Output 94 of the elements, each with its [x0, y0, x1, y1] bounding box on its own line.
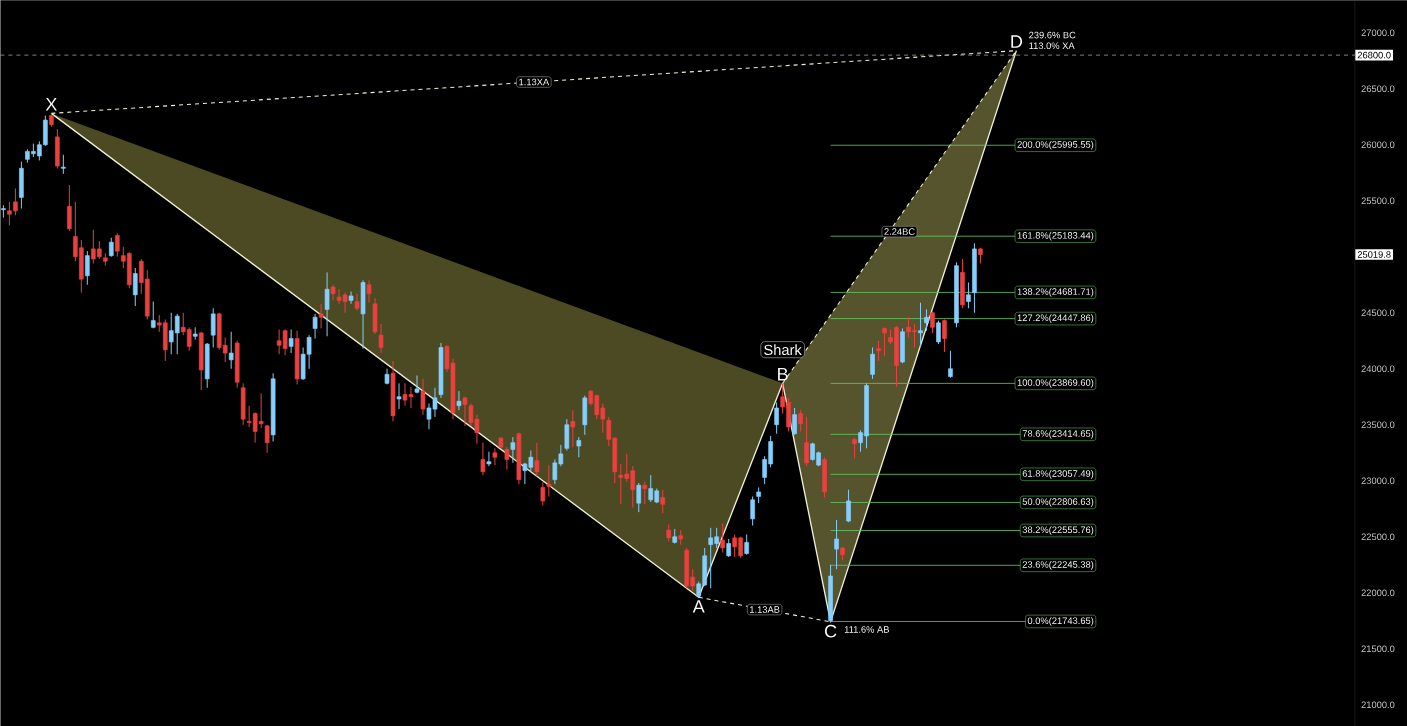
candlestick: [492, 447, 498, 466]
candlestick: [918, 302, 923, 347]
ref-line-label: 200.0%(25995.55): [1017, 140, 1094, 150]
candlestick: [67, 184, 72, 232]
annotation: 2.24BC: [884, 228, 915, 235]
candlestick: [540, 481, 546, 506]
candlestick: [804, 416, 809, 467]
candlestick: [486, 450, 492, 467]
ref-line-label: 161.8%(25183.44): [1017, 231, 1094, 241]
annotation: A: [692, 600, 705, 613]
ref-line-label: 138.2%(24681.71): [1017, 287, 1094, 297]
y-tick-label: 26500.0: [1361, 85, 1395, 92]
candlestick: [564, 418, 570, 451]
ref-line-label: 38.2%(22555.76): [1022, 526, 1094, 535]
candlestick: [846, 489, 851, 523]
y-tick-label: 24000.0: [1361, 365, 1395, 372]
candlestick: [348, 290, 354, 305]
candlestick: [420, 378, 426, 416]
candlestick: [966, 281, 971, 309]
candlestick: [924, 308, 929, 332]
annotation: 113.0% XA: [1029, 42, 1075, 49]
candlestick: [378, 323, 384, 354]
candlestick: [660, 489, 666, 514]
candlestick: [750, 495, 755, 526]
annotation: 1.13XA: [519, 78, 550, 86]
candlestick: [546, 464, 552, 497]
annotation: 1.13AB: [750, 606, 780, 613]
ref-line-label: 50.0%(22806.63): [1022, 497, 1094, 507]
candlestick: [876, 340, 881, 362]
ref-line-label: 78.6%(23414.65): [1022, 429, 1094, 439]
candlestick: [366, 279, 372, 304]
candlestick: [480, 442, 486, 476]
candlestick: [720, 522, 725, 553]
ref-line-label: 26800.0: [1357, 51, 1391, 59]
candlestick: [150, 300, 156, 329]
y-tick-label: 26000.0: [1361, 141, 1395, 148]
ref-line-label: 127.2%(24447.86): [1017, 314, 1094, 323]
candlestick: [576, 436, 582, 458]
candlestick: [456, 390, 462, 411]
candlestick: [570, 409, 576, 448]
y-tick-label: 25500.0: [1361, 197, 1395, 204]
candlestick: [462, 396, 468, 427]
candlestick: [798, 409, 803, 432]
candlestick: [354, 293, 360, 311]
candlestick: [288, 328, 294, 354]
annotation: B: [778, 367, 788, 381]
candlestick: [324, 271, 330, 337]
ref-line-label: 23.6%(22245.38): [1022, 560, 1094, 570]
ref-line-label: 61.8%(23057.49): [1022, 469, 1094, 479]
candlestick: [534, 442, 540, 477]
candlestick: [228, 331, 234, 370]
text: 25019.8: [1357, 251, 1391, 258]
candlestick: [948, 350, 953, 379]
annotation: Shark: [764, 344, 802, 355]
candlestick: [264, 424, 270, 454]
candlestick: [85, 250, 90, 286]
annotation: D: [1011, 35, 1023, 48]
ref-line-label: 0.0%(21743.65): [1027, 616, 1094, 626]
candlestick: [114, 232, 120, 258]
candlestick: [132, 267, 138, 307]
candlestick: [318, 303, 324, 329]
annotation: 111.6% AB: [844, 626, 889, 633]
y-tick-label: 23000.0: [1361, 477, 1395, 484]
y-tick-label: 23500.0: [1361, 421, 1395, 428]
y-tick-label: 24500.0: [1361, 309, 1395, 316]
candlestick: [774, 401, 779, 435]
candlestick: [1, 204, 6, 218]
candlestick: [210, 307, 216, 348]
candlestick: [510, 436, 516, 464]
y-tick-label: 27000.0: [1361, 29, 1395, 36]
candlestick: [852, 437, 857, 459]
candlestick: [936, 319, 941, 345]
candlestick: [792, 407, 797, 436]
y-tick-label: 21000.0: [1361, 701, 1395, 708]
candlestick: [414, 374, 420, 394]
candlestick: [882, 326, 887, 357]
candlestick: [870, 346, 875, 380]
candlestick: [642, 481, 648, 505]
candlestick: [504, 446, 510, 470]
candlestick: [108, 237, 114, 258]
ref-line-label: 100.0%(23869.60): [1017, 378, 1094, 388]
candlestick: [636, 482, 642, 513]
annotation: 239.6% BC: [1029, 31, 1076, 39]
y-tick-label: 22000.0: [1361, 589, 1395, 596]
candlestick: [834, 519, 839, 570]
candlestick: [61, 154, 66, 175]
y-tick-label: 22500.0: [1361, 533, 1395, 540]
candlestick: [396, 382, 402, 410]
y-tick-label: 21500.0: [1361, 645, 1395, 652]
candlestick: [744, 533, 749, 556]
annotation: C: [825, 624, 837, 638]
annotation: X: [45, 97, 57, 111]
candlestick: [312, 313, 318, 339]
candlestick: [942, 318, 947, 353]
